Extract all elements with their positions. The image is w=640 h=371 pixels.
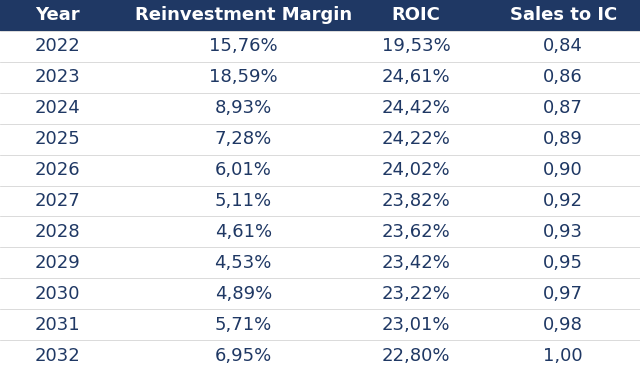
Text: 23,62%: 23,62% xyxy=(381,223,451,241)
Text: 2031: 2031 xyxy=(35,316,81,334)
Text: 0,90: 0,90 xyxy=(543,161,583,179)
Text: 4,89%: 4,89% xyxy=(214,285,272,303)
Text: 0,92: 0,92 xyxy=(543,192,583,210)
Text: 0,87: 0,87 xyxy=(543,99,583,117)
Text: 2022: 2022 xyxy=(35,37,81,55)
Text: 0,86: 0,86 xyxy=(543,68,583,86)
Text: 2032: 2032 xyxy=(35,347,81,365)
Text: 8,93%: 8,93% xyxy=(214,99,272,117)
Text: 0,98: 0,98 xyxy=(543,316,583,334)
Text: 2029: 2029 xyxy=(35,254,81,272)
Text: 0,97: 0,97 xyxy=(543,285,583,303)
Text: 2024: 2024 xyxy=(35,99,81,117)
Text: 2030: 2030 xyxy=(35,285,81,303)
Text: 0,93: 0,93 xyxy=(543,223,583,241)
Text: Year: Year xyxy=(35,6,80,24)
Text: 18,59%: 18,59% xyxy=(209,68,278,86)
Text: 23,01%: 23,01% xyxy=(381,316,451,334)
Text: 23,22%: 23,22% xyxy=(381,285,451,303)
Text: 15,76%: 15,76% xyxy=(209,37,278,55)
Text: Sales to IC: Sales to IC xyxy=(509,6,617,24)
Text: 23,82%: 23,82% xyxy=(381,192,451,210)
Text: 19,53%: 19,53% xyxy=(381,37,451,55)
Text: 24,61%: 24,61% xyxy=(381,68,451,86)
Text: 23,42%: 23,42% xyxy=(381,254,451,272)
Text: 24,22%: 24,22% xyxy=(381,130,451,148)
Text: Reinvestment Margin: Reinvestment Margin xyxy=(134,6,352,24)
Text: 2025: 2025 xyxy=(35,130,81,148)
Text: 22,80%: 22,80% xyxy=(381,347,451,365)
Text: 7,28%: 7,28% xyxy=(214,130,272,148)
Text: 6,01%: 6,01% xyxy=(215,161,271,179)
Text: 2027: 2027 xyxy=(35,192,81,210)
Text: 2028: 2028 xyxy=(35,223,81,241)
Text: 5,71%: 5,71% xyxy=(214,316,272,334)
Text: 24,02%: 24,02% xyxy=(381,161,451,179)
Text: 4,53%: 4,53% xyxy=(214,254,272,272)
Text: 5,11%: 5,11% xyxy=(214,192,272,210)
Text: 24,42%: 24,42% xyxy=(381,99,451,117)
Text: 0,84: 0,84 xyxy=(543,37,583,55)
Text: 6,95%: 6,95% xyxy=(214,347,272,365)
Text: 2023: 2023 xyxy=(35,68,81,86)
Text: ROIC: ROIC xyxy=(392,6,440,24)
Text: 4,61%: 4,61% xyxy=(214,223,272,241)
Text: 1,00: 1,00 xyxy=(543,347,583,365)
Text: 2026: 2026 xyxy=(35,161,81,179)
Text: 0,95: 0,95 xyxy=(543,254,583,272)
Text: 0,89: 0,89 xyxy=(543,130,583,148)
FancyBboxPatch shape xyxy=(0,0,640,31)
